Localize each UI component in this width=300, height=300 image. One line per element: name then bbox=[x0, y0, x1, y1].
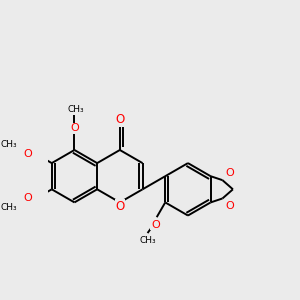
Text: CH₃: CH₃ bbox=[1, 140, 17, 149]
Text: CH₃: CH₃ bbox=[68, 105, 84, 114]
Text: O: O bbox=[24, 194, 32, 203]
Text: CH₃: CH₃ bbox=[1, 203, 17, 212]
Text: O: O bbox=[115, 113, 124, 126]
Text: O: O bbox=[151, 220, 160, 230]
Text: O: O bbox=[24, 149, 32, 159]
Text: O: O bbox=[70, 123, 79, 133]
Text: O: O bbox=[225, 201, 234, 211]
Text: CH₃: CH₃ bbox=[139, 236, 156, 245]
Text: O: O bbox=[115, 200, 124, 213]
Text: O: O bbox=[225, 168, 234, 178]
